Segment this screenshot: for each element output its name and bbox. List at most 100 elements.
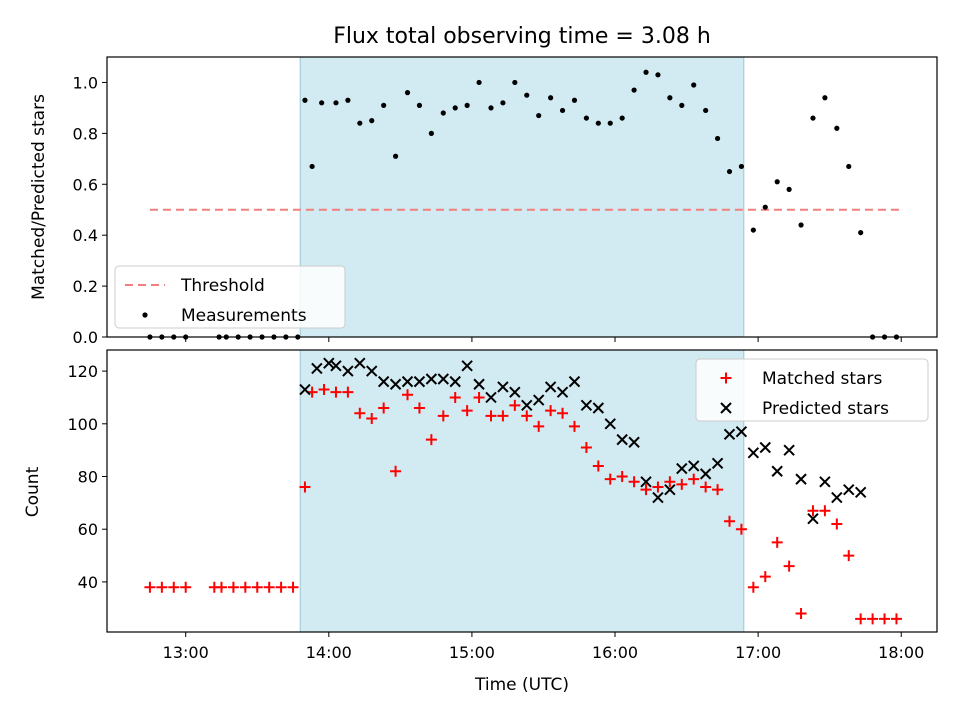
measurement-point — [357, 120, 363, 126]
measurement-point — [345, 97, 351, 103]
matched-stars-point — [144, 581, 156, 593]
measurement-point — [631, 87, 637, 93]
measurement-point — [607, 120, 613, 126]
matched-stars-point — [497, 410, 509, 422]
x-tick-label: 15:00 — [449, 643, 495, 662]
measurement-point — [404, 90, 411, 96]
predicted-stars-point — [854, 486, 867, 499]
predicted-stars-point — [795, 473, 807, 485]
measurement-point — [548, 95, 554, 101]
legend-box — [114, 265, 346, 329]
y-tick-label: 0.4 — [73, 226, 98, 245]
matched-stars-point — [402, 389, 414, 401]
matched-stars-point — [215, 581, 227, 593]
predicted-stars-point — [688, 460, 700, 472]
matched-stars-point — [354, 407, 366, 419]
measurement-point — [786, 186, 792, 192]
measurement-point — [333, 100, 339, 106]
matched-stars-point — [275, 581, 287, 593]
measurement-point — [798, 222, 804, 228]
matched-stars-point — [771, 536, 783, 548]
y-tick-label: 0.0 — [73, 328, 98, 347]
predicted-stars-point — [323, 357, 335, 369]
matched-stars-point — [461, 405, 473, 417]
matched-stars-point — [855, 613, 867, 625]
predicted-stars-point — [342, 365, 354, 377]
predicted-stars-point — [401, 375, 414, 388]
matched-stars-point — [366, 413, 378, 425]
measurement-point — [595, 120, 601, 126]
matched-stars-point — [473, 391, 485, 403]
matched-stars-point — [795, 608, 807, 620]
matched-stars-point — [545, 405, 557, 417]
predicted-stars-point — [377, 375, 390, 388]
predicted-stars-point — [819, 476, 831, 488]
matched-stars-point — [807, 505, 819, 517]
predicted-stars-point — [521, 399, 533, 412]
predicted-stars-point — [497, 381, 509, 393]
measurement-point — [428, 130, 434, 136]
matched-stars-point — [390, 465, 402, 477]
matched-stars-point — [342, 386, 354, 398]
predicted-stars-point — [580, 399, 593, 412]
predicted-stars-point — [843, 483, 855, 496]
chart-title: Flux total observing time = 3.08 h — [333, 24, 711, 49]
measurement-point — [738, 163, 745, 170]
matched-stars-point — [180, 581, 192, 593]
matched-stars-point — [521, 410, 533, 422]
predicted-stars-point — [783, 444, 795, 456]
predicted-stars-point — [664, 483, 676, 496]
measurement-point — [858, 230, 864, 236]
measurement-point — [679, 102, 685, 108]
measurement-point — [309, 163, 315, 170]
measurement-point — [464, 102, 470, 108]
predicted-stars-point — [556, 386, 569, 398]
measurement-point — [381, 102, 387, 108]
matched-stars-point — [724, 515, 735, 527]
measurement-point — [691, 82, 697, 88]
legend-label: Measurements — [181, 306, 307, 326]
predicted-stars-point — [568, 375, 581, 388]
predicted-stars-point — [485, 391, 497, 404]
measurement-point — [524, 92, 530, 98]
matched-stars-point — [437, 410, 449, 422]
matched-stars-point — [592, 460, 604, 472]
matched-stars-point — [509, 399, 521, 411]
predicted-stars-point — [311, 362, 323, 375]
predicted-stars-point — [735, 425, 748, 438]
x-tick-label: 13:00 — [163, 643, 209, 662]
matched-stars-point — [831, 518, 843, 530]
matched-stars-point — [580, 442, 592, 454]
y-tick-label: 60 — [78, 520, 98, 539]
matched-stars-point — [652, 481, 664, 493]
legend-label: Predicted stars — [762, 399, 889, 419]
legend-label: Matched stars — [762, 369, 882, 389]
y-tick-label: 0.6 — [73, 175, 98, 194]
predicted-stars-point — [366, 365, 378, 377]
measurement-point — [488, 105, 494, 111]
y-tick-label: 0.8 — [73, 124, 98, 143]
matched-stars-point — [879, 613, 891, 625]
measurement-point — [774, 179, 780, 185]
legend-predicted-swatch — [720, 402, 732, 414]
measurement-point — [643, 69, 649, 75]
x-tick-label: 17:00 — [735, 643, 781, 662]
measurement-point — [416, 102, 423, 108]
matched-stars-point — [239, 581, 251, 593]
matched-stars-point — [759, 571, 771, 583]
predicted-stars-point — [723, 428, 736, 441]
measurement-point — [750, 227, 756, 233]
matched-stars-point — [156, 581, 168, 593]
predicted-stars-point — [532, 394, 545, 406]
legend-measurement-swatch — [142, 312, 148, 318]
measurement-point — [822, 95, 828, 101]
measurement-point — [392, 153, 399, 159]
measurement-point — [726, 168, 733, 175]
matched-stars-point — [533, 420, 545, 432]
y-tick-label: 40 — [78, 573, 98, 592]
legend-matched-swatch — [720, 372, 732, 384]
matched-stars-point — [449, 391, 461, 403]
predicted-stars-point — [652, 491, 664, 504]
bottom-panel-star-counts: 40 60 80 100 120 13:00 14:00 15:00 16:00 17:00 18:… — [67, 349, 938, 662]
matched-stars-point — [287, 581, 299, 593]
